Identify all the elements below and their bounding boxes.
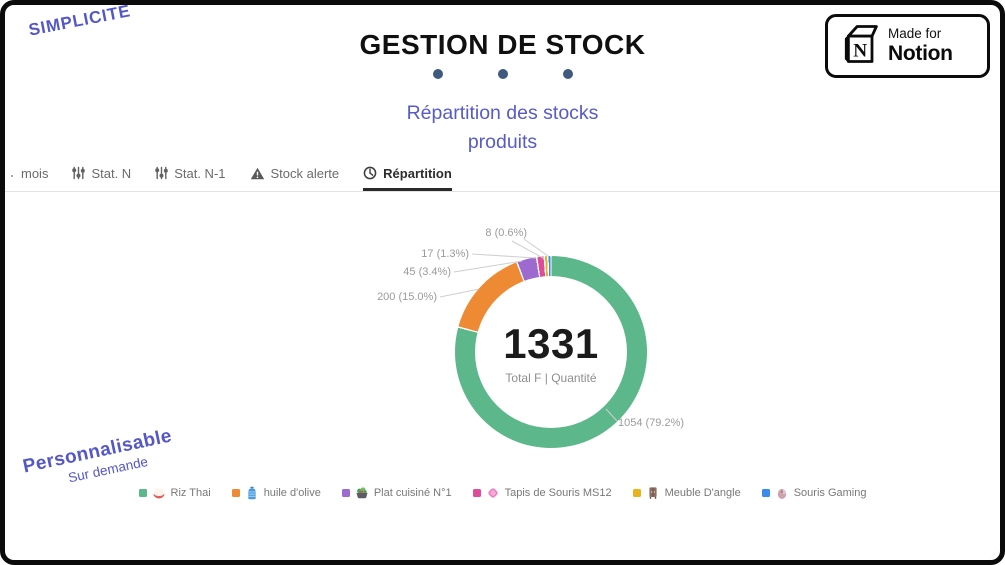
total-value: 1331 bbox=[503, 319, 599, 367]
page-title: GESTION DE STOCK bbox=[359, 29, 646, 60]
svg-text:N: N bbox=[853, 40, 867, 61]
mousepad-emoji-icon bbox=[486, 486, 500, 500]
chart-subtitle: Répartition des stocks produits bbox=[406, 102, 599, 153]
slice-label-45: 45 (3.4%) bbox=[403, 266, 451, 278]
legend-label: Tapis de Souris MS12 bbox=[504, 487, 612, 499]
legend-swatch bbox=[341, 489, 350, 497]
legend-label: huile d'olive bbox=[263, 487, 321, 499]
mouse-emoji-icon bbox=[775, 486, 789, 500]
legend-label: Riz Thai bbox=[170, 487, 211, 499]
tab-stat-n-1[interactable]: Stat. N-1 bbox=[155, 158, 226, 191]
decorative-dot bbox=[432, 69, 443, 79]
warning-icon bbox=[250, 167, 265, 180]
legend-item-souris-gaming[interactable]: Souris Gaming bbox=[761, 486, 867, 500]
sliders-icon bbox=[72, 166, 86, 180]
badge-notion: Notion bbox=[888, 41, 953, 65]
furniture-emoji-icon bbox=[646, 486, 660, 500]
legend-label: Plat cuisiné N°1 bbox=[373, 487, 452, 499]
tab-mois[interactable]: mois bbox=[11, 158, 48, 191]
tab-repartition[interactable]: Répartition bbox=[363, 158, 452, 191]
legend-swatch bbox=[231, 489, 240, 497]
notion-logo-icon: N bbox=[837, 22, 879, 71]
clock-icon bbox=[363, 166, 377, 180]
badge-made-for: Made for bbox=[888, 26, 942, 42]
tab-label: Répartition bbox=[383, 165, 452, 181]
donut-center: 1331 Total F | Quantité bbox=[475, 276, 627, 428]
legend-item-riz-thai[interactable]: Riz Thai bbox=[138, 486, 211, 500]
legend-swatch bbox=[472, 489, 481, 497]
slice-label-8: 8 (0.6%) bbox=[485, 227, 527, 239]
sliders-icon bbox=[155, 166, 169, 180]
salad-emoji-icon bbox=[355, 486, 369, 500]
decorative-dot bbox=[497, 69, 508, 79]
total-label: Total F | Quantité bbox=[505, 370, 597, 385]
rice-bowl-emoji-icon bbox=[152, 486, 166, 500]
tab-label: Stock alerte bbox=[270, 165, 340, 181]
tab-label: Stat. N bbox=[91, 165, 132, 181]
legend-label: Meuble D'angle bbox=[664, 487, 741, 499]
tab-label: Stat. N-1 bbox=[174, 165, 226, 181]
legend-swatch bbox=[761, 489, 770, 497]
chart-legend: Riz Thai huile d'olive bbox=[5, 486, 1000, 500]
legend-item-huile-olive[interactable]: huile d'olive bbox=[231, 486, 321, 500]
legend-item-plat-cuisine[interactable]: Plat cuisiné N°1 bbox=[341, 486, 452, 500]
legend-item-tapis-souris[interactable]: Tapis de Souris MS12 bbox=[472, 486, 612, 500]
slice-label-200: 200 (15.0%) bbox=[377, 291, 437, 303]
watermark-personnalisable: Personnalisable Sur demande bbox=[21, 425, 177, 494]
legend-swatch bbox=[632, 489, 641, 497]
decorative-dot bbox=[562, 69, 573, 79]
oil-bottle-emoji-icon bbox=[245, 486, 259, 500]
tab-stat-n[interactable]: Stat. N bbox=[72, 158, 131, 191]
legend-swatch bbox=[138, 489, 147, 497]
view-tab-bar: mois Stat. N bbox=[5, 158, 1000, 192]
legend-label: Souris Gaming bbox=[793, 487, 867, 499]
tab-stock-alerte[interactable]: Stock alerte bbox=[250, 158, 340, 191]
slice-label-17: 17 (1.3%) bbox=[421, 248, 469, 260]
made-for-notion-badge: N Made for Notion bbox=[825, 14, 990, 78]
tab-label: mois bbox=[21, 165, 49, 181]
slice-label-1054: 1054 (79.2%) bbox=[618, 417, 685, 429]
badge-text: Made for Notion bbox=[888, 26, 953, 65]
legend-item-meuble-angle[interactable]: Meuble D'angle bbox=[632, 486, 741, 500]
title-divider-dots bbox=[5, 69, 1000, 79]
clipped-text-dot bbox=[11, 175, 13, 177]
